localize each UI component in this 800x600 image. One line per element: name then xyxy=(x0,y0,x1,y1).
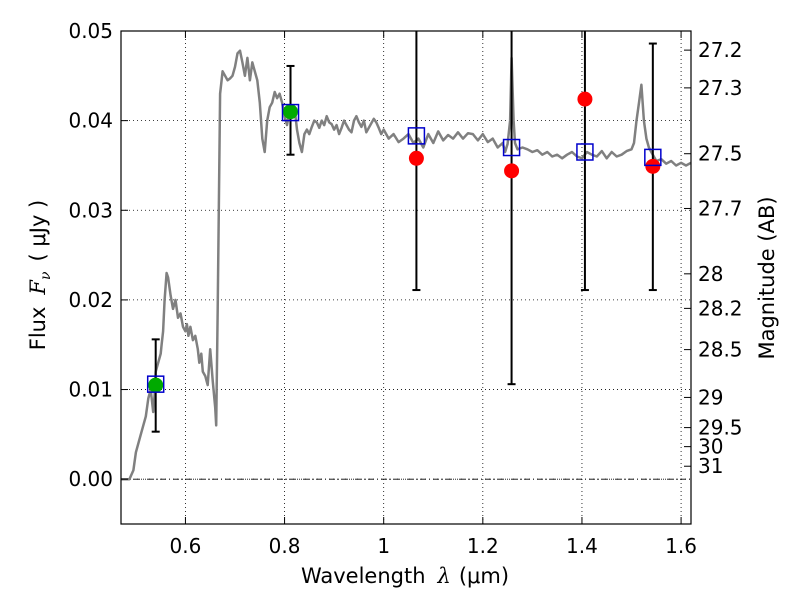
model-photometry-point xyxy=(146,375,165,393)
limit-point xyxy=(577,91,593,107)
x-tick-label: 0.8 xyxy=(269,534,301,558)
mag-tick-label: 27.2 xyxy=(698,38,743,62)
x-tick-label: 1 xyxy=(377,534,390,558)
y-tick-label: 0.05 xyxy=(68,19,113,43)
mag-tick-label: 27.3 xyxy=(698,76,743,100)
right-axis-label: Magnitude (AB) xyxy=(755,196,779,359)
mag-tick-label: 28 xyxy=(698,262,723,286)
y-tick-label: 0.02 xyxy=(68,288,113,312)
model-photometry-point xyxy=(407,127,426,145)
y-tick-label: 0.00 xyxy=(68,467,113,491)
mag-tick-label: 28.5 xyxy=(698,338,743,362)
x-axis-label: Wavelength λ (μm) xyxy=(301,564,509,588)
plot-frame xyxy=(120,30,692,525)
sed-model xyxy=(121,49,692,481)
model-photometry-point xyxy=(644,148,662,167)
model-photometry-point xyxy=(281,103,300,122)
y-axis-label: FluxFν( μJy ) xyxy=(26,200,54,350)
grid xyxy=(121,30,691,524)
y-tick-label: 0.03 xyxy=(68,198,113,222)
y-tick-label: 0.01 xyxy=(68,378,113,402)
sed-model-line xyxy=(121,49,692,481)
mag-tick-label: 27.7 xyxy=(698,196,743,220)
mag-tick-label: 29 xyxy=(698,385,723,409)
ticks: 0.6 0.8 1 1.2 1.4 1.6 0.00 0.01 0.02 0.03 0.04 0.05… xyxy=(68,19,742,558)
x-tick-label: 1.4 xyxy=(566,534,598,558)
y-tick-label: 0.04 xyxy=(68,109,113,133)
mag-tick-label: 29.5 xyxy=(698,416,743,440)
x-tick-label: 1.2 xyxy=(467,534,499,558)
data-markers xyxy=(146,91,662,393)
x-tick-label: 1.6 xyxy=(665,534,697,558)
detection-point xyxy=(148,377,164,393)
mag-tick-label: 27.5 xyxy=(698,142,743,166)
detection-point xyxy=(283,104,299,120)
model-photometry-point xyxy=(576,143,594,161)
mag-tick-label: 31 xyxy=(698,454,723,478)
model-photometry-point xyxy=(502,138,521,157)
limit-point xyxy=(408,150,424,166)
mag-tick-label: 28.2 xyxy=(698,296,743,320)
limit-point xyxy=(504,163,520,179)
mag-tick-label: 30 xyxy=(698,435,723,459)
error-bars xyxy=(151,31,657,433)
limit-point xyxy=(645,158,661,174)
x-tick-label: 0.6 xyxy=(170,534,202,558)
